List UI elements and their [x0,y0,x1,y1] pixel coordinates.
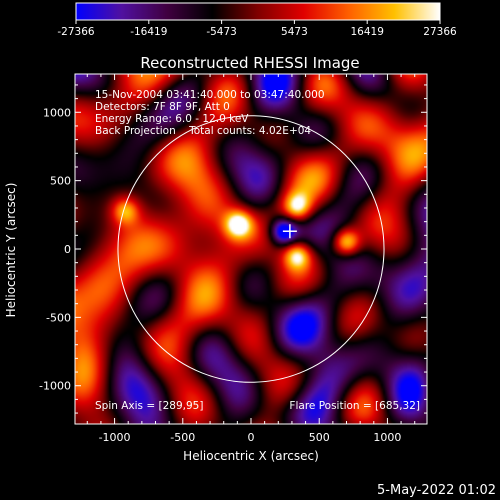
colorbar-tick-label: 27366 [423,26,457,38]
y-tick-label: -500 [46,311,71,324]
info-line-detectors: Detectors: 7F 8F 9F, Att 0 [95,101,230,113]
colorbar-tick-label: -5473 [206,26,237,38]
x-tick-label: -500 [170,431,195,444]
colorbar-tick-label: 16419 [350,26,383,38]
colorbar-tick-label: -16419 [130,26,167,38]
x-tick-label: 0 [248,431,255,444]
x-tick-label: 1000 [373,431,401,444]
y-tick-label: 500 [50,175,71,188]
colorbar-tick-label: -27366 [57,26,95,38]
x-tick-label: -1000 [99,431,131,444]
footer-date: 5-May-2022 01:02 [377,483,496,498]
info-line-time: 15-Nov-2004 03:41:40.000 to 03:47:40.000 [95,89,325,101]
heatmap-overlays [117,115,385,383]
spin-axis-text: Spin Axis = [289,95] [95,400,203,412]
colorbar-ticks: -27366 -16419 -5473 5473 16419 27366 [57,20,457,38]
y-tick-label: 1000 [43,106,71,119]
flare-position-text: Flare Position = [685,32] [289,400,420,412]
x-axis-label: Heliocentric X (arcsec) [183,449,319,463]
y-tick-label: 0 [64,243,71,256]
x-tick-label: 500 [309,431,330,444]
colorbar-tick-label: 5473 [281,26,308,38]
info-block: 15-Nov-2004 03:41:40.000 to 03:47:40.000… [95,89,325,137]
y-axis: -1000 -500 0 500 1000 [39,84,427,414]
colorbar [75,2,441,21]
y-tick-label: -1000 [39,380,71,393]
info-line-method: Back Projection Total counts: 4.02E+04 [95,125,311,137]
solar-limb-circle [117,115,385,383]
y-axis-label: Heliocentric Y (arcsec) [4,183,18,318]
info-line-energy: Energy Range: 6.0 - 12.0 keV [95,113,249,125]
x-axis: -1000 -500 0 500 1000 [86,74,416,444]
heatmap-image [75,74,427,424]
chart-title: Reconstructed RHESSI Image [140,54,359,72]
